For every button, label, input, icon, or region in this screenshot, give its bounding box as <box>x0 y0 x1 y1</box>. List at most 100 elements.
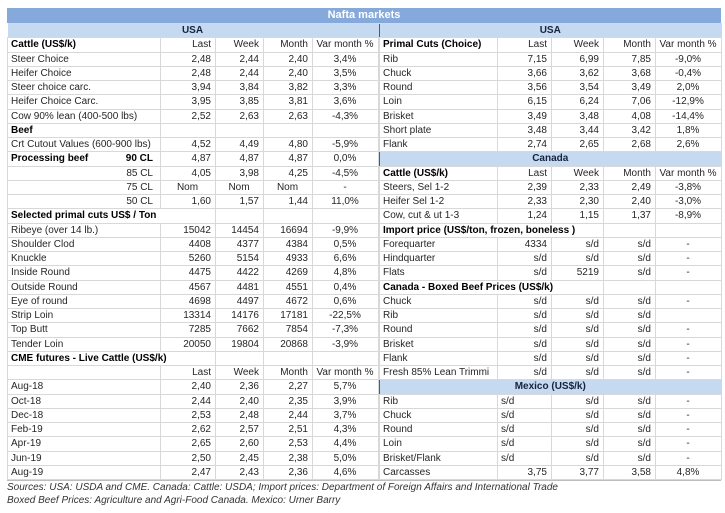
value-cell: s/d <box>603 336 656 352</box>
value-cell: 2,57 <box>215 421 264 438</box>
value-cell: 4,08 <box>603 108 656 124</box>
value-cell: 2,44 <box>215 65 264 82</box>
table-row: Flats s/d 5219 s/d - <box>379 265 723 281</box>
table-row: Knuckle 5260 5154 4933 6,6% <box>7 250 379 267</box>
row-label-cell: Heifer Choice Carc. <box>7 94 161 110</box>
row-label-cell: Apr-19 <box>7 436 161 452</box>
var-month-cell: 3,6% <box>312 94 379 110</box>
row-label-cell: Jun-19 <box>7 450 161 466</box>
var-month-cell <box>654 222 723 238</box>
value-cell: s/d <box>603 322 656 338</box>
source-note-line1: Sources: USA: USDA and CME. Canada: Catt… <box>7 482 558 493</box>
table-row: Steer choice carc. 3,94 3,84 3,82 3,3% <box>7 79 379 96</box>
value-cell: s/d <box>551 364 604 381</box>
value-cell: 3,44 <box>551 122 604 139</box>
var-month-cell: 4,8% <box>312 265 379 281</box>
var-month-cell: 6,6% <box>312 250 379 267</box>
value-cell: 2,49 <box>603 179 656 196</box>
table-row: 85 CL 4,05 3,98 4,25 -4,5% <box>7 165 379 181</box>
value-cell: s/d <box>603 293 656 310</box>
row-label-cell: Shoulder Clod <box>7 236 161 253</box>
value-cell: 2,43 <box>215 464 264 481</box>
value-cell: 2,33 <box>497 193 552 210</box>
var-month-cell: -4,3% <box>312 108 379 124</box>
value-cell: 7662 <box>215 322 264 338</box>
value-cell: 3,98 <box>215 165 264 181</box>
value-cell: 13314 <box>160 307 216 324</box>
table-row: Dec-18 2,53 2,48 2,44 3,7% <box>7 407 379 424</box>
value-cell: s/d <box>603 393 656 409</box>
value-cell: 4377 <box>215 236 264 253</box>
value-cell: 7,15 <box>497 51 552 67</box>
table-row: Cattle (US$/k) Last Week Month Var month % <box>379 165 723 181</box>
value-cell: 2,27 <box>263 379 313 395</box>
row-label-cell: Top Butt <box>7 322 161 338</box>
column-group-label-cell: Primal Cuts (Choice) <box>379 37 498 53</box>
value-cell: 2,47 <box>160 464 216 481</box>
table-row: Tender Loin 20050 19804 20868 -3,9% <box>7 336 379 352</box>
row-label-cell: Steers, Sel 1-2 <box>379 179 498 196</box>
row-sublabel-text: 75 CL <box>126 181 153 193</box>
value-cell: s/d <box>551 293 604 310</box>
row-label-cell: Canada - Boxed Beef Prices (US$/k) <box>379 279 604 295</box>
var-month-cell <box>312 350 379 367</box>
column-header-last: Last <box>160 37 216 53</box>
value-cell: 3,49 <box>603 79 656 96</box>
row-label-cell: Import price (US$/ton, frozen, boneless … <box>379 222 604 238</box>
table-row: Shoulder Clod 4408 4377 4384 0,5% <box>7 236 379 253</box>
value-cell: Nom <box>215 179 264 196</box>
value-cell: 3,68 <box>603 65 656 82</box>
value-cell: s/d <box>497 436 552 452</box>
value-cell: 2,62 <box>160 421 216 438</box>
value-cell <box>603 222 656 238</box>
value-cell: 3,49 <box>497 108 552 124</box>
var-month-cell: 3,3% <box>312 79 379 96</box>
value-cell: 2,74 <box>497 136 552 153</box>
value-cell: 2,40 <box>215 393 264 409</box>
table-row: Selected primal cuts US$ / Ton <box>7 208 379 224</box>
var-month-cell: -0,4% <box>654 65 723 82</box>
value-cell: 6,15 <box>497 94 552 110</box>
value-cell: 5260 <box>160 250 216 267</box>
value-cell: 5219 <box>551 265 604 281</box>
table-row: Brisket/Flank s/d s/d s/d - <box>379 450 723 466</box>
var-month-cell: - <box>654 236 723 253</box>
row-label-cell: Carcasses <box>379 464 498 481</box>
column-group-label-cell: Cattle (US$/k) <box>7 37 161 53</box>
value-cell: 4672 <box>263 293 313 310</box>
table-row: Forequarter 4334 s/d s/d - <box>379 236 723 253</box>
row-label-cell: Heifer Sel 1-2 <box>379 193 498 210</box>
row-label-cell: Forequarter <box>379 236 498 253</box>
value-cell: s/d <box>551 250 604 267</box>
value-cell: s/d <box>603 364 656 381</box>
value-cell: s/d <box>497 322 552 338</box>
value-cell: 7854 <box>263 322 313 338</box>
table-row: Top Butt 7285 7662 7854 -7,3% <box>7 322 379 338</box>
table-row: Last Week Month Var month % <box>7 364 379 381</box>
value-cell: 3,54 <box>551 79 604 96</box>
var-month-cell: 0,5% <box>312 236 379 253</box>
right-price-table: USA Primal Cuts (Choice) Last Week Month Var … <box>379 22 723 481</box>
var-month-cell: -4,5% <box>312 165 379 181</box>
value-cell: 2,40 <box>603 193 656 210</box>
table-row: Fresh 85% Lean Trimmi s/d s/d s/d - <box>379 364 723 381</box>
value-cell: 4,87 <box>263 151 313 167</box>
var-month-cell: -3,8% <box>654 179 723 196</box>
value-cell: 16694 <box>263 222 313 238</box>
value-cell: 1,57 <box>215 193 264 210</box>
row-label-cell: Fresh 85% Lean Trimmi <box>379 364 498 381</box>
row-label-cell: Short plate <box>379 122 498 139</box>
var-month-cell: 2,6% <box>654 136 723 153</box>
var-month-cell <box>654 307 723 324</box>
var-month-cell: - <box>312 179 379 196</box>
value-cell: 3,58 <box>603 464 656 481</box>
report-sheet: Nafta markets USA Cattle (US$/k) Last Week M… <box>7 8 723 481</box>
value-cell: 4698 <box>160 293 216 310</box>
value-cell: s/d <box>603 250 656 267</box>
value-cell: 3,66 <box>497 65 552 82</box>
row-label-cell: CME futures - Live Cattle (US$/k) <box>7 350 216 367</box>
value-cell: 4933 <box>263 250 313 267</box>
value-cell: 14176 <box>215 307 264 324</box>
var-month-cell: 3,7% <box>312 407 379 424</box>
value-cell: 3,95 <box>160 94 216 110</box>
